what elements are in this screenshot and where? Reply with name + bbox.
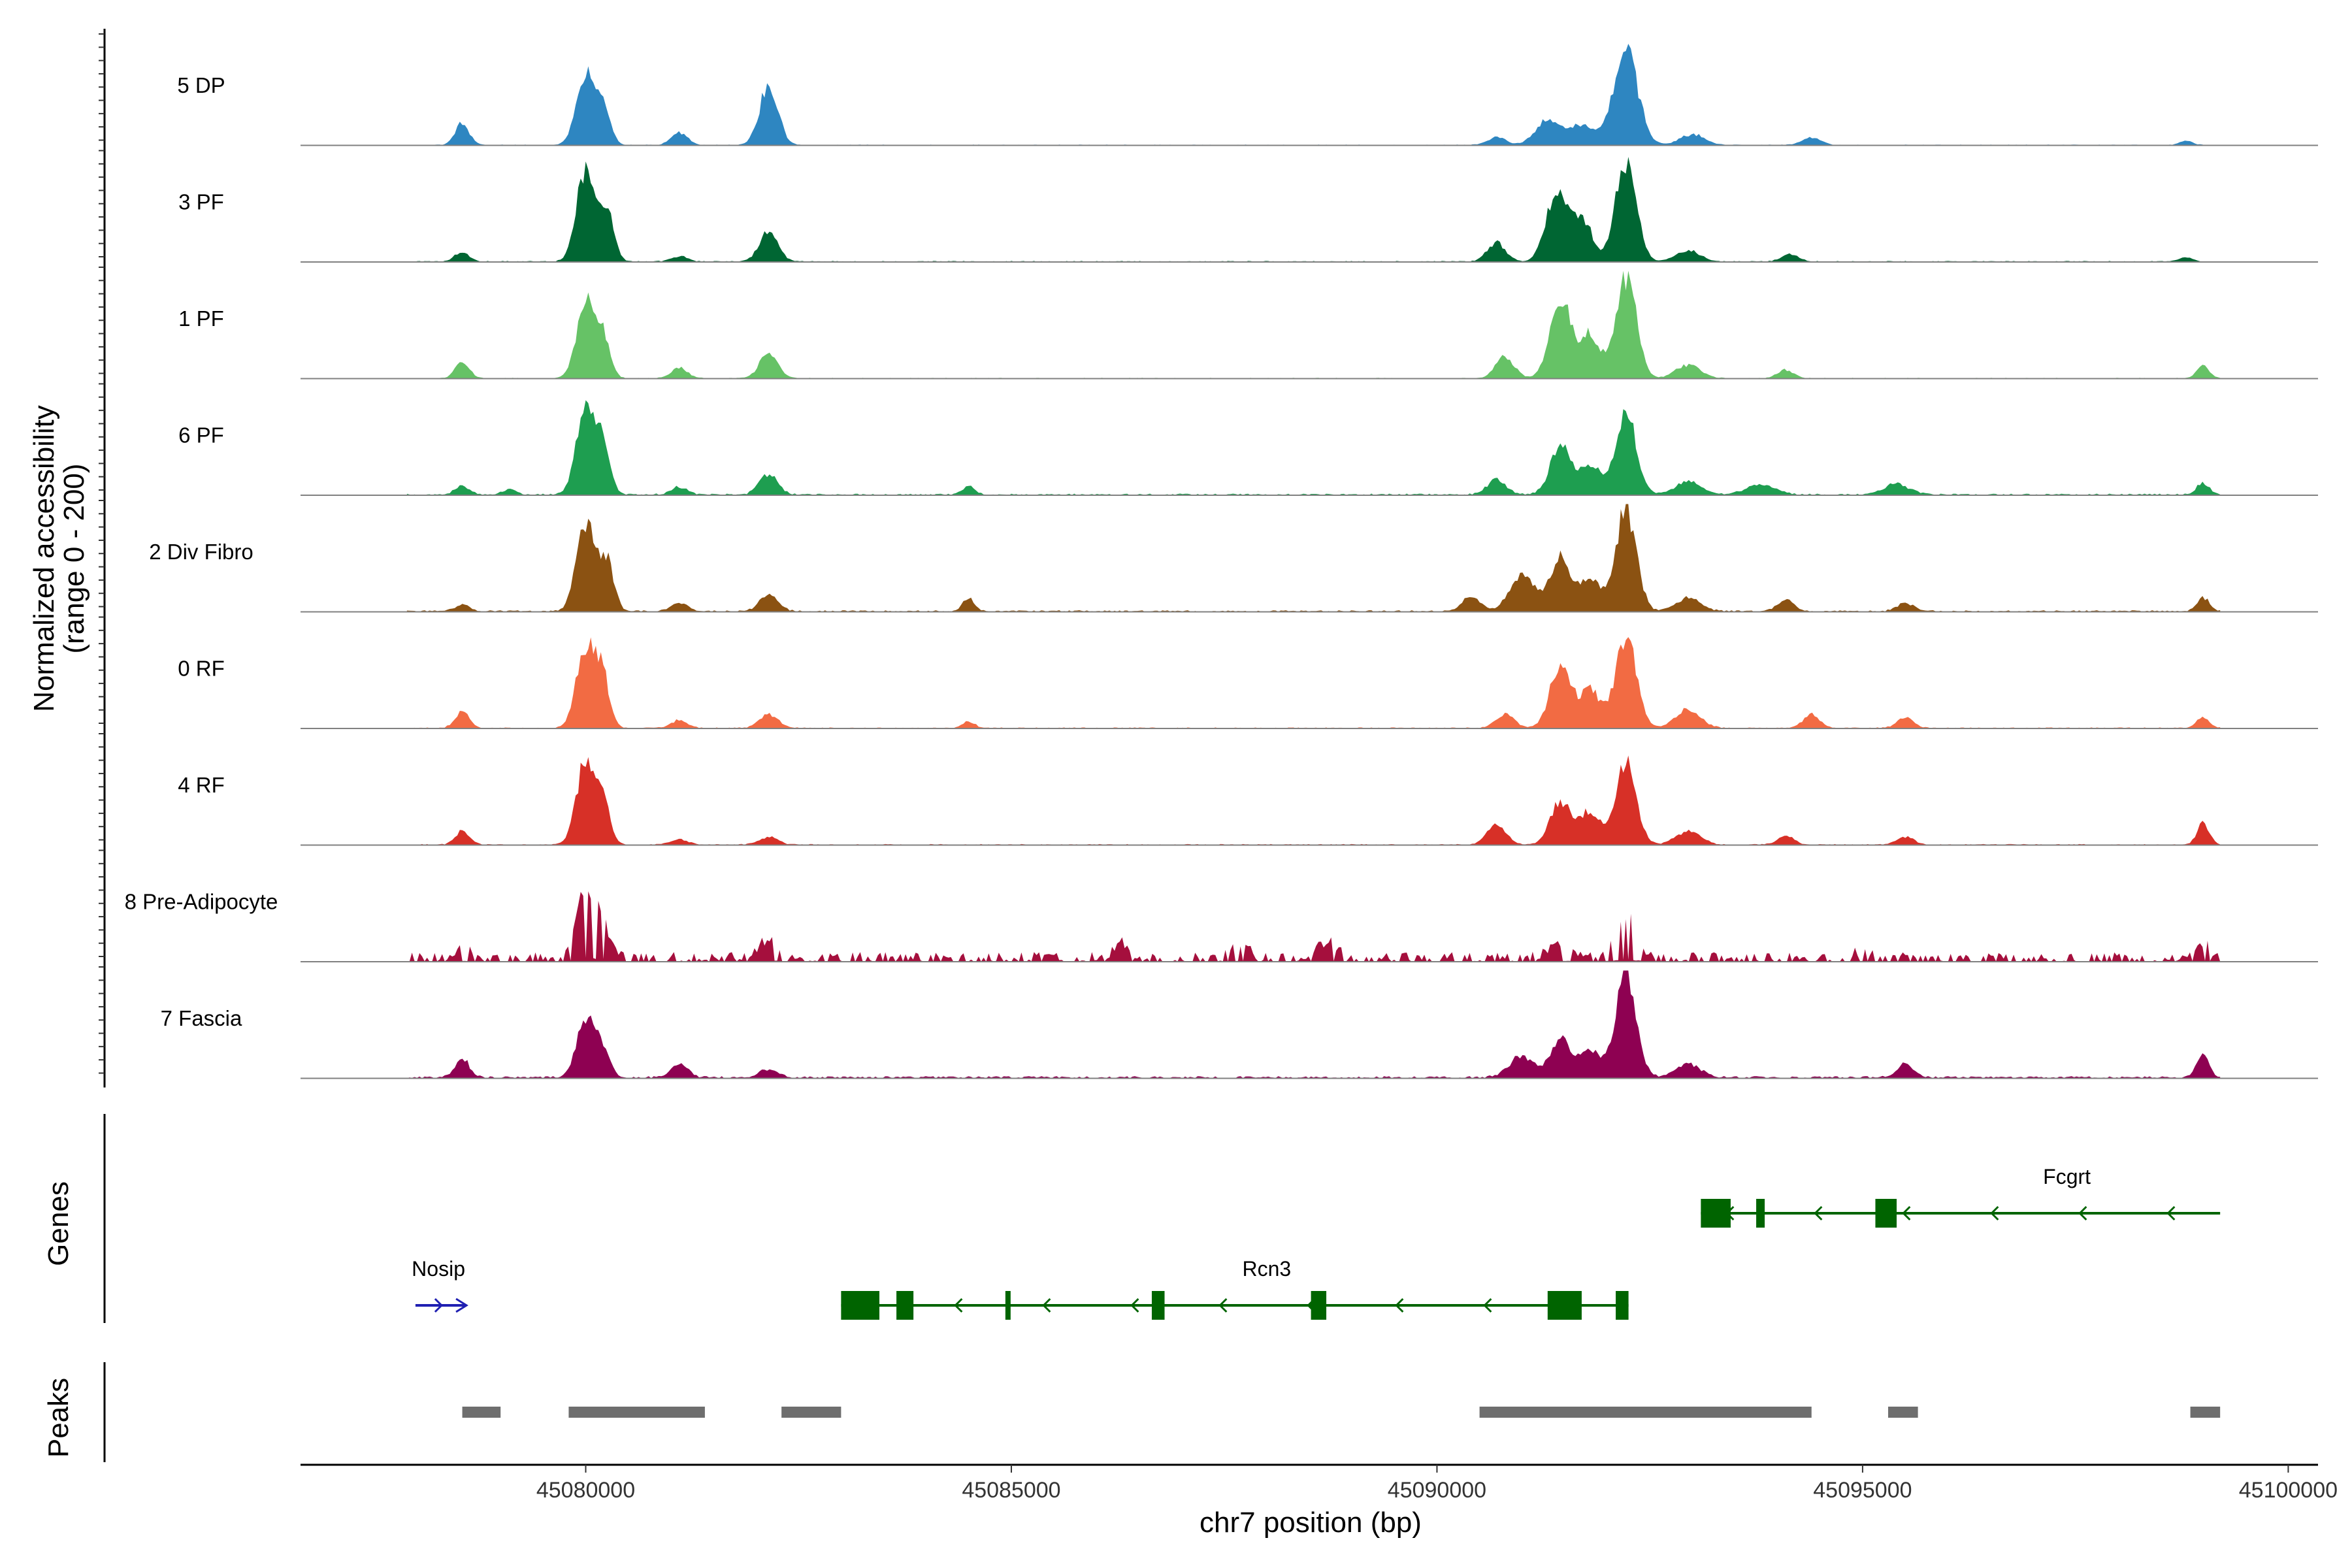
- exon: [841, 1291, 880, 1320]
- y-axis-title-line1: Normalized accessibility: [28, 405, 60, 711]
- track-1-pf: 1 PF: [178, 270, 2318, 380]
- x-tick-label: 45080000: [536, 1478, 635, 1503]
- track-7-fascia: 7 Fascia: [161, 970, 2318, 1079]
- x-axis: 45080000 45085000 45090000 45095000 45100000: [301, 1463, 2338, 1503]
- track-label: 3 PF: [178, 189, 224, 214]
- exon: [1005, 1291, 1011, 1320]
- peak-region: [568, 1407, 705, 1418]
- coverage-area: [406, 400, 2221, 495]
- genes-track-title: Genes: [42, 1181, 74, 1266]
- track-0-rf: 0 RF: [178, 637, 2318, 729]
- track-label: 7 Fascia: [161, 1006, 242, 1030]
- peak-region: [781, 1407, 841, 1418]
- peak-region: [462, 1407, 501, 1418]
- track-label: 5 DP: [177, 73, 225, 97]
- coverage-area: [406, 891, 2221, 962]
- x-tick-label: 45100000: [2239, 1478, 2338, 1503]
- coverage-area: [406, 504, 2221, 612]
- strand-arrow: [2166, 1205, 2176, 1221]
- track-label: 0 RF: [178, 656, 225, 680]
- peak-region: [1888, 1407, 1918, 1418]
- strand-arrow: [1990, 1205, 1999, 1221]
- track-label: 2 Div Fibro: [149, 540, 253, 564]
- track-2-div-fibro: 2 Div Fibro: [149, 504, 2318, 613]
- track-label: 6 PF: [178, 423, 224, 447]
- strand-arrow: [1130, 1298, 1139, 1313]
- track-5-dp: 5 DP: [177, 44, 2318, 146]
- x-tick-label: 45085000: [962, 1478, 1060, 1503]
- track-label: 8 Pre-Adipocyte: [125, 889, 278, 913]
- exon: [896, 1291, 914, 1320]
- x-tick-label: 45095000: [1813, 1478, 1912, 1503]
- exon: [1616, 1291, 1629, 1320]
- strand-arrow: [1395, 1298, 1404, 1313]
- arrow-head: [455, 1298, 468, 1313]
- strand-arrow: [1218, 1298, 1228, 1313]
- track-4-rf: 4 RF: [178, 755, 2318, 846]
- y-axis: [99, 29, 106, 1088]
- exon: [1875, 1199, 1897, 1228]
- track-label: 1 PF: [178, 306, 224, 331]
- exon: [1547, 1291, 1582, 1320]
- track-3-pf: 3 PF: [178, 157, 2318, 263]
- track-6-pf: 6 PF: [178, 400, 2318, 496]
- coverage-area: [406, 157, 2221, 262]
- exon: [1311, 1291, 1327, 1320]
- coverage-area: [406, 970, 2221, 1079]
- strand-arrow: [1483, 1298, 1492, 1313]
- exon: [1756, 1199, 1765, 1228]
- peak-region: [2190, 1407, 2221, 1418]
- exon: [1151, 1291, 1165, 1320]
- exon: [1701, 1199, 1731, 1228]
- gene-label: Fcgrt: [2043, 1165, 2091, 1188]
- strand-arrow: [2078, 1205, 2087, 1221]
- coverage-area: [406, 637, 2221, 728]
- coverage-area: [406, 270, 2221, 379]
- peak-region: [1479, 1407, 1812, 1418]
- strand-arrow: [1814, 1205, 1823, 1221]
- gene-label: Rcn3: [1243, 1257, 1292, 1281]
- strand-arrow: [1042, 1298, 1051, 1313]
- coverage-area: [406, 755, 2221, 845]
- gene-fcgrt: Fcgrt: [1701, 1165, 2221, 1228]
- strand-arrow: [1902, 1205, 1911, 1221]
- coverage-tracks: 5 DP 3 PF 1 PF 6 PF 2 Div Fibro 0 RF 4 RF 8 Pre…: [125, 44, 2318, 1079]
- gene-annotation-track: Nosip Rcn3 Fcgrt: [103, 1114, 2221, 1323]
- track-label: 4 RF: [178, 773, 225, 797]
- x-tick-label: 45090000: [1388, 1478, 1486, 1503]
- y-axis-title-line2: (range 0 - 200): [58, 463, 90, 653]
- track-8-pre-adipocyte: 8 Pre-Adipocyte: [125, 889, 2318, 962]
- strand-arrow: [434, 1298, 444, 1313]
- gene-rcn3: Rcn3: [841, 1257, 1629, 1320]
- peaks-track-title: Peaks: [42, 1378, 74, 1458]
- strand-arrow: [954, 1298, 963, 1313]
- gene-nosip: Nosip: [412, 1257, 468, 1313]
- gene-label: Nosip: [412, 1257, 465, 1281]
- coverage-area: [406, 44, 2221, 146]
- x-axis-title: chr7 position (bp): [1200, 1507, 1422, 1539]
- peaks-track: [103, 1362, 2221, 1462]
